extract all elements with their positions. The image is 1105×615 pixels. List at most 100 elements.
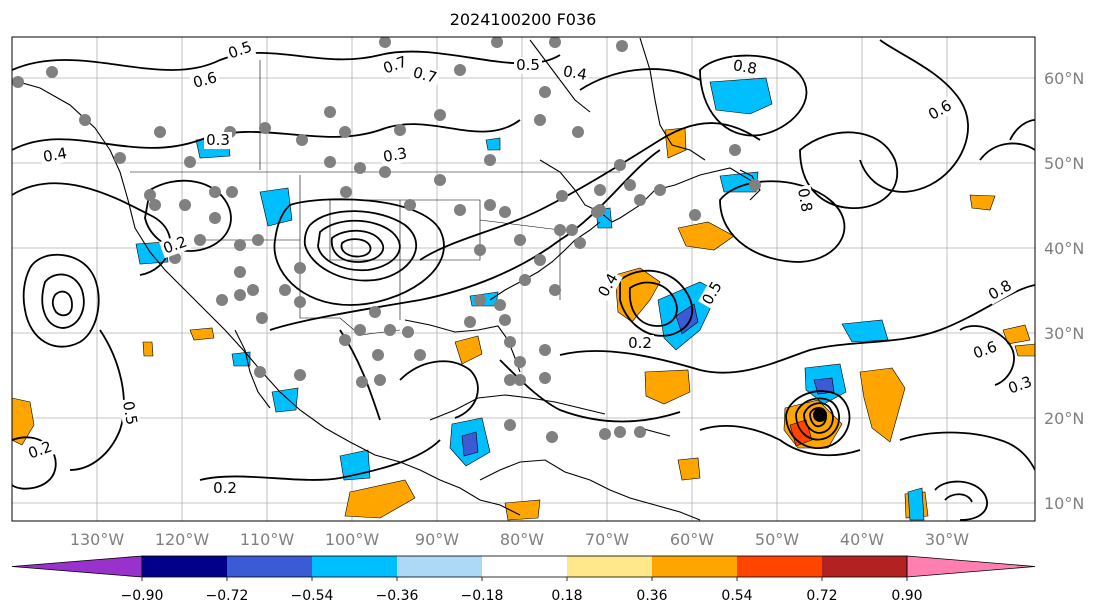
colorbar-tick-label: 0.90 (891, 588, 922, 604)
station-dot (614, 426, 626, 438)
station-dot (729, 144, 741, 156)
positive-anomaly-area (454, 335, 483, 365)
station-dot (554, 224, 566, 236)
positive-anomaly-area (189, 327, 215, 341)
longitude-label: 50°W (755, 530, 799, 549)
positive-anomaly-area (644, 369, 691, 405)
contour-label: 0.4 (562, 62, 589, 84)
station-markers (12, 37, 761, 443)
station-dot (12, 76, 24, 88)
station-dot (514, 234, 526, 246)
positive-anomaly-area (664, 127, 687, 159)
station-dot (514, 356, 526, 368)
longitude-label: 40°W (840, 530, 884, 549)
contour-label-background (379, 144, 411, 167)
contour-label: 0.5 (516, 56, 540, 74)
colorbar-segment (737, 556, 822, 577)
station-dot (474, 244, 486, 256)
station-dot (216, 294, 228, 306)
longitude-label: 70°W (585, 530, 629, 549)
colorbar-tick-label: 0.18 (551, 588, 582, 604)
station-dot (402, 326, 414, 338)
station-dot (594, 184, 606, 196)
longitude-label: 60°W (670, 530, 714, 549)
latitude-label: 30°N (1044, 324, 1084, 343)
colorbar-tick-label: −0.90 (121, 588, 164, 604)
negative-anomaly-area (813, 377, 835, 395)
station-dot (254, 366, 266, 378)
station-dot (379, 166, 391, 178)
longitude-label: 110°W (240, 530, 295, 549)
positive-anomaly-area (344, 479, 416, 519)
positive-anomaly-area (677, 221, 735, 251)
station-dot (234, 289, 246, 301)
station-dot (749, 179, 761, 191)
station-dot (549, 284, 561, 296)
colorbar-segment (312, 556, 397, 577)
negative-anomaly-area (709, 77, 773, 115)
station-dot (384, 324, 396, 336)
contour-label-background (1004, 372, 1035, 399)
positive-anomaly-area (677, 457, 701, 481)
station-dot (474, 294, 486, 306)
contour-label-background (24, 437, 57, 464)
station-dot (226, 186, 238, 198)
colorbar-min-extension (11, 555, 143, 578)
longitude-labels: 130°W 120°W 110°W 100°W 90°W 80°W 70°W 60°W 50°W… (70, 530, 969, 549)
station-dot (534, 114, 546, 126)
contour-label-background (626, 335, 654, 352)
station-dot (614, 159, 626, 171)
map-title: 2024100200 F036 (450, 10, 597, 29)
station-dot (144, 189, 156, 201)
station-dot (154, 126, 166, 138)
negative-anomaly-area (231, 351, 251, 367)
station-dot (504, 336, 516, 348)
station-dot (591, 206, 603, 218)
colorbar-frame (141, 555, 908, 578)
station-dot (340, 186, 352, 198)
colorbar-segment (822, 556, 907, 577)
latitude-label: 20°N (1044, 409, 1084, 428)
positive-anomaly-area (504, 499, 541, 521)
contour-label-background (409, 63, 441, 88)
station-dot (634, 194, 646, 206)
longitude-label: 80°W (500, 530, 544, 549)
station-dot (184, 156, 196, 168)
contour-label-background (224, 37, 257, 64)
station-dot (339, 126, 351, 138)
positive-anomaly-area (969, 194, 996, 211)
negative-anomaly-area (485, 137, 501, 151)
contour-label: 0.5 (119, 400, 141, 427)
station-dot (256, 312, 268, 324)
station-dot (374, 374, 386, 386)
station-dot (294, 262, 306, 274)
station-dot (209, 212, 221, 224)
colorbar-tick-label: −0.72 (206, 588, 249, 604)
contour-lines (12, 39, 1035, 521)
station-dot (79, 114, 91, 126)
contour-label-background (211, 480, 239, 497)
station-dot (114, 152, 126, 164)
negative-anomaly-area (719, 171, 759, 193)
station-dot (549, 37, 561, 48)
latitude-label: 50°N (1044, 154, 1084, 173)
contour-label: 0.3 (206, 131, 230, 149)
colorbar-tick-label: −0.54 (291, 588, 334, 604)
station-dot (494, 299, 506, 311)
station-dot (194, 234, 206, 246)
station-dot (294, 296, 306, 308)
contour-label-background (698, 276, 727, 310)
station-dot (504, 374, 516, 386)
station-dot (484, 154, 496, 166)
station-dot (324, 106, 336, 118)
station-dot (539, 86, 551, 98)
positive-anomaly-area (614, 267, 661, 323)
colorbar-tick-label: 0.72 (806, 588, 837, 604)
contour-label: 0.8 (732, 56, 759, 78)
station-dot (234, 239, 246, 251)
colorbar-segment (482, 556, 567, 577)
contour-label-background (594, 268, 623, 302)
contour-label-background (379, 52, 412, 79)
contour-label-background (159, 232, 192, 259)
